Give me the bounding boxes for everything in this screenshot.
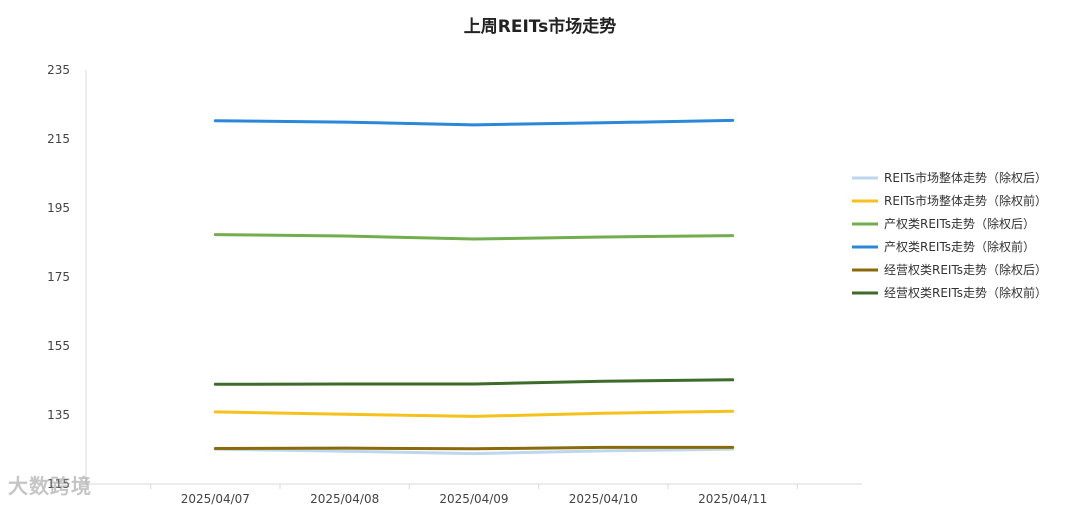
series-line-3 <box>213 233 735 241</box>
series-line-6 <box>213 378 735 386</box>
series-line-5 <box>213 445 735 451</box>
chart-legend: REITs市场整体走势（除权后） REITs市场整体走势（除权前） 产权类REITs… <box>852 170 1047 300</box>
x-tick-label: 2025/04/09 <box>439 492 508 505</box>
watermark-logo: 大数跨境 <box>8 474 92 498</box>
y-tick-label: 235 <box>47 63 70 77</box>
x-tick-label: 2025/04/10 <box>569 492 638 505</box>
y-tick-label: 115 <box>47 477 70 491</box>
chart-axes: 115 135 155 175 195 215 235 2025/04/07 2025/04/0… <box>47 63 862 505</box>
legend-label-1: REITs市场整体走势（除权后） <box>884 170 1047 185</box>
chart-title: 上周REITs市场走势 <box>464 16 617 37</box>
series-line-2 <box>213 409 735 418</box>
y-tick-label: 195 <box>47 201 70 215</box>
x-tick-label: 2025/04/08 <box>310 492 379 505</box>
y-tick-label: 215 <box>47 132 70 146</box>
series-line-4 <box>213 118 735 127</box>
legend-label-5: 经营权类REITs走势（除权后） <box>884 262 1047 277</box>
legend-label-3: 产权类REITs走势（除权后） <box>884 216 1035 231</box>
legend-label-2: REITs市场整体走势（除权前） <box>884 193 1047 208</box>
chart-series-lines <box>213 118 735 456</box>
y-tick-label: 155 <box>47 339 70 353</box>
x-tick-label: 2025/04/11 <box>698 492 767 505</box>
legend-label-4: 产权类REITs走势（除权前） <box>884 239 1035 254</box>
y-tick-label: 175 <box>47 270 70 284</box>
series-line-1 <box>213 447 735 456</box>
legend-label-6: 经营权类REITs走势（除权前） <box>884 285 1047 300</box>
y-tick-label: 135 <box>47 408 70 422</box>
x-tick-label: 2025/04/07 <box>181 492 250 505</box>
